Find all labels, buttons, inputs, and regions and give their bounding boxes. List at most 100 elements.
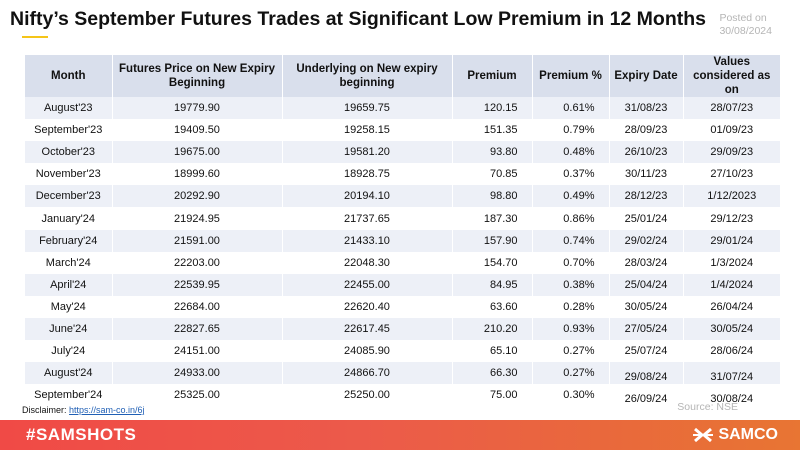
header-month: Month [25,55,113,97]
cell-futures-price: 21591.00 [112,229,283,252]
table-row: August'23 19779.90 19659.75 120.15 0.61% 31/0… [25,97,780,120]
table-row: December'23 20292.90 20194.10 98.80 0.49% 28/… [25,185,780,208]
cell-futures-price: 19409.50 [112,119,283,142]
disclaimer-label: Disclaimer: [22,405,67,415]
cell-month: May'24 [25,295,113,318]
cell-expiry-date: 27/05/24 [609,317,684,341]
cell-underlying: 25250.00 [282,384,453,407]
cell-month: August'23 [25,97,113,120]
table-row: February'24 21591.00 21433.10 157.90 0.74% 29… [25,229,780,252]
posted-date: 30/08/2024 [719,25,772,37]
cell-values-considered: 27/10/23 [683,163,780,186]
cell-premium-percent: 0.27% [532,340,610,363]
cell-premium: 157.90 [452,229,533,252]
cell-premium: 120.15 [452,97,533,120]
cell-futures-price: 24151.00 [112,340,283,363]
cell-underlying: 22617.45 [282,317,453,341]
cell-month: September'24 [25,384,113,407]
cell-values-considered: 1/12/2023 [683,185,780,208]
cell-underlying: 20194.10 [282,185,453,208]
cell-month: November'23 [25,163,113,186]
cell-underlying: 19581.20 [282,141,453,164]
cell-premium: 154.70 [452,251,533,274]
cell-premium-percent: 0.79% [532,119,610,142]
cell-month: August'24 [25,362,113,385]
cell-values-considered: 30/08/24 [683,384,780,407]
posted-date-block: Posted on 30/08/2024 [719,12,772,38]
cell-premium: 187.30 [452,207,533,230]
cell-futures-price: 20292.90 [112,185,283,208]
table-row: March'24 22203.00 22048.30 154.70 0.70% 28/03… [25,251,780,274]
cell-futures-price: 25325.00 [112,384,283,407]
cell-underlying: 22455.00 [282,273,453,296]
table-row: January'24 21924.95 21737.65 187.30 0.86% 25/… [25,207,780,230]
cell-underlying: 18928.75 [282,163,453,186]
cell-futures-price: 24933.00 [112,362,283,385]
cell-futures-price: 21924.95 [112,207,283,230]
cell-expiry-date: 28/12/23 [609,185,684,208]
cell-month: June'24 [25,317,113,341]
cell-values-considered: 28/06/24 [683,340,780,363]
cell-expiry-date: 31/08/23 [609,97,684,120]
cell-expiry-date: 28/09/23 [609,119,684,142]
table-row: September'24 25325.00 25250.00 75.00 0.30% 26… [25,384,780,407]
cell-premium: 151.35 [452,119,533,142]
table-body: August'23 19779.90 19659.75 120.15 0.61% 31/0… [25,97,780,407]
page-title: Nifty’s September Futures Trades at Sign… [10,8,706,30]
cell-premium-percent: 0.86% [532,207,610,230]
header-underlying: Underlying on New expiry beginning [282,55,453,97]
cell-values-considered: 1/3/2024 [683,251,780,274]
table-row: September'23 19409.50 19258.15 151.35 0.79% 2… [25,119,780,142]
cell-underlying: 22620.40 [282,295,453,318]
table-row: May'24 22684.00 22620.40 63.60 0.28% 30/05/24… [25,295,780,318]
disclaimer: Disclaimer: https://sam-co.in/6j [22,405,145,415]
cell-futures-price: 22827.65 [112,317,283,341]
cell-premium-percent: 0.27% [532,362,610,385]
cell-underlying: 24866.70 [282,362,453,385]
futures-premium-table-container: Month Futures Price on New Expiry Beginn… [25,55,780,407]
cell-premium: 66.30 [452,362,533,385]
cell-month: September'23 [25,119,113,142]
cell-underlying: 19258.15 [282,119,453,142]
cell-month: December'23 [25,185,113,208]
brand-name: SAMCO [718,426,778,443]
cell-values-considered: 29/01/24 [683,229,780,252]
cell-premium-percent: 0.74% [532,229,610,252]
cell-premium-percent: 0.48% [532,141,610,164]
table-row: November'23 18999.60 18928.75 70.85 0.37% 30/… [25,163,780,186]
header-premium-percent: Premium % [532,55,610,97]
cell-expiry-date: 25/01/24 [609,207,684,230]
brand-logo: SAMCO [693,426,778,444]
cell-premium-percent: 0.37% [532,163,610,186]
cell-expiry-date: 29/02/24 [609,229,684,252]
cell-premium: 84.95 [452,273,533,296]
cell-values-considered: 28/07/23 [683,97,780,120]
cell-futures-price: 22684.00 [112,295,283,318]
disclaimer-link[interactable]: https://sam-co.in/6j [69,405,145,415]
cell-futures-price: 19675.00 [112,141,283,164]
cell-expiry-date: 29/08/24 [609,362,684,385]
cell-month: January'24 [25,207,113,230]
cell-expiry-date: 25/04/24 [609,273,684,296]
title-accent-line [22,36,48,38]
cell-premium-percent: 0.70% [532,251,610,274]
cell-underlying: 24085.90 [282,340,453,363]
cell-premium-percent: 0.38% [532,273,610,296]
header-premium: Premium [452,55,533,97]
cell-premium: 75.00 [452,384,533,407]
cell-expiry-date: 25/07/24 [609,340,684,363]
cell-premium: 63.60 [452,295,533,318]
table-row: October'23 19675.00 19581.20 93.80 0.48% 26/1… [25,141,780,164]
cell-premium: 65.10 [452,340,533,363]
table-row: June'24 22827.65 22617.45 210.20 0.93% 27/05/… [25,317,780,341]
table-row: April'24 22539.95 22455.00 84.95 0.38% 25/04/… [25,273,780,296]
table-row: August'24 24933.00 24866.70 66.30 0.27% 29/08… [25,362,780,385]
cell-values-considered: 29/09/23 [683,141,780,164]
cell-premium: 98.80 [452,185,533,208]
cell-futures-price: 22203.00 [112,251,283,274]
cell-expiry-date: 28/03/24 [609,251,684,274]
futures-premium-table: Month Futures Price on New Expiry Beginn… [25,55,780,407]
cell-underlying: 21737.65 [282,207,453,230]
cell-values-considered: 31/07/24 [683,362,780,385]
footer-hashtag: #SAMSHOTS [26,425,137,444]
